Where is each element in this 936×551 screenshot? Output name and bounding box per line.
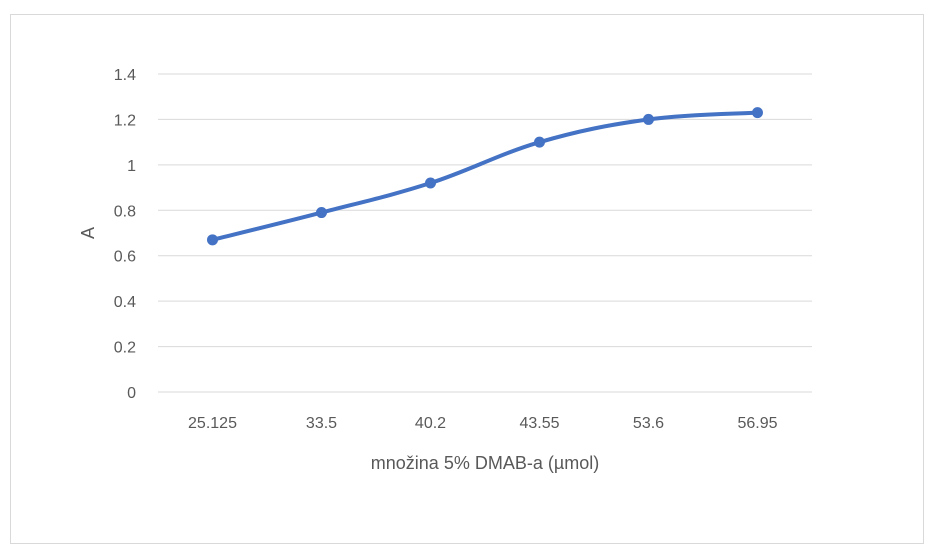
x-tick-label: 53.6 (633, 415, 664, 432)
x-axis-title: množina 5% DMAB-a (µmol) (371, 453, 599, 473)
y-tick-label: 0 (127, 385, 136, 402)
x-axis-ticks: 25.125 33.5 40.2 43.55 53.6 56.95 (188, 415, 778, 432)
y-tick-label: 1.2 (114, 112, 136, 129)
y-tick-label: 0.4 (114, 294, 136, 311)
y-tick-label: 1 (127, 158, 136, 175)
series-line (207, 107, 763, 246)
data-point (752, 107, 763, 119)
x-tick-label: 43.55 (519, 415, 559, 432)
chart-area (10, 14, 924, 544)
y-tick-label: 0.6 (114, 249, 136, 266)
x-tick-label: 40.2 (415, 415, 446, 432)
data-point (207, 234, 218, 246)
gridlines (158, 73, 812, 393)
data-point (643, 113, 654, 125)
data-point (534, 136, 545, 148)
y-axis-title: A (78, 227, 98, 239)
x-tick-label: 56.95 (737, 415, 777, 432)
y-tick-label: 0.8 (114, 203, 136, 220)
x-tick-label: 33.5 (306, 415, 337, 432)
data-point (425, 177, 436, 189)
data-point (316, 207, 327, 219)
series-path (210, 110, 760, 242)
x-tick-label: 25.125 (188, 415, 237, 432)
y-tick-label: 0.2 (114, 340, 136, 357)
y-tick-label: 1.4 (114, 67, 136, 84)
y-axis-ticks: 0 0.2 0.4 0.6 0.8 1 1.2 1.4 (114, 67, 136, 402)
